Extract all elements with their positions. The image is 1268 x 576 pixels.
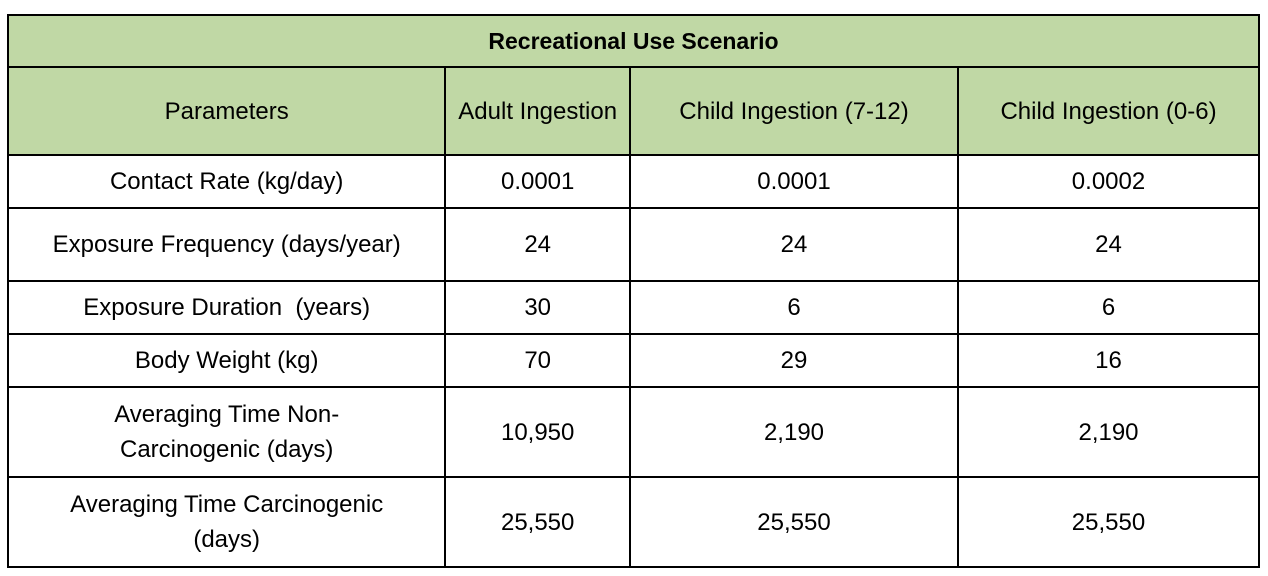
row-label: Contact Rate (kg/day) — [6, 154, 447, 209]
table-row: Exposure Duration (years) 30 6 6 — [6, 280, 1260, 335]
child-7-12-value: 0.0001 — [628, 154, 960, 209]
column-header-child-ingestion-0-6: Child Ingestion (0-6) — [957, 66, 1260, 156]
child-7-12-value: 25,550 — [628, 476, 960, 568]
table-row: Body Weight (kg) 70 29 16 — [6, 333, 1260, 388]
adult-value: 70 — [444, 333, 631, 388]
row-label: Exposure Duration (years) — [6, 280, 447, 335]
child-0-6-value: 16 — [957, 333, 1260, 388]
child-7-12-value: 2,190 — [628, 386, 960, 478]
child-7-12-value: 24 — [628, 207, 960, 282]
child-0-6-value: 2,190 — [957, 386, 1260, 478]
row-label: Exposure Frequency (days/year) — [6, 207, 447, 282]
child-0-6-value: 6 — [957, 280, 1260, 335]
child-0-6-value: 24 — [957, 207, 1260, 282]
table-row: Averaging Time Non-Carcinogenic (days) 1… — [6, 386, 1260, 478]
adult-value: 10,950 — [444, 386, 631, 478]
adult-value: 25,550 — [444, 476, 631, 568]
column-header-row: Parameters Adult Ingestion Child Ingesti… — [6, 66, 1260, 156]
child-0-6-value: 25,550 — [957, 476, 1260, 568]
adult-value: 24 — [444, 207, 631, 282]
table-row: Exposure Frequency (days/year) 24 24 24 — [6, 207, 1260, 282]
child-0-6-value: 0.0002 — [957, 154, 1260, 209]
recreational-parameters-table: Recreational Use Scenario Parameters Adu… — [6, 14, 1260, 568]
column-header-adult-ingestion: Adult Ingestion — [444, 66, 631, 156]
table-row: Averaging Time Carcinogenic (days) 25,55… — [6, 476, 1260, 568]
row-label: Averaging Time Carcinogenic (days) — [6, 476, 447, 568]
column-header-parameters: Parameters — [6, 66, 447, 156]
child-7-12-value: 29 — [628, 333, 960, 388]
table-row: Contact Rate (kg/day) 0.0001 0.0001 0.00… — [6, 154, 1260, 209]
row-label: Body Weight (kg) — [6, 333, 447, 388]
adult-value: 30 — [444, 280, 631, 335]
row-label: Averaging Time Non-Carcinogenic (days) — [6, 386, 447, 478]
column-header-child-ingestion-7-12: Child Ingestion (7-12) — [628, 66, 960, 156]
adult-value: 0.0001 — [444, 154, 631, 209]
child-7-12-value: 6 — [628, 280, 960, 335]
scenario-header-row: Recreational Use Scenario — [7, 14, 1260, 68]
scenario-title: Recreational Use Scenario — [7, 14, 1260, 68]
